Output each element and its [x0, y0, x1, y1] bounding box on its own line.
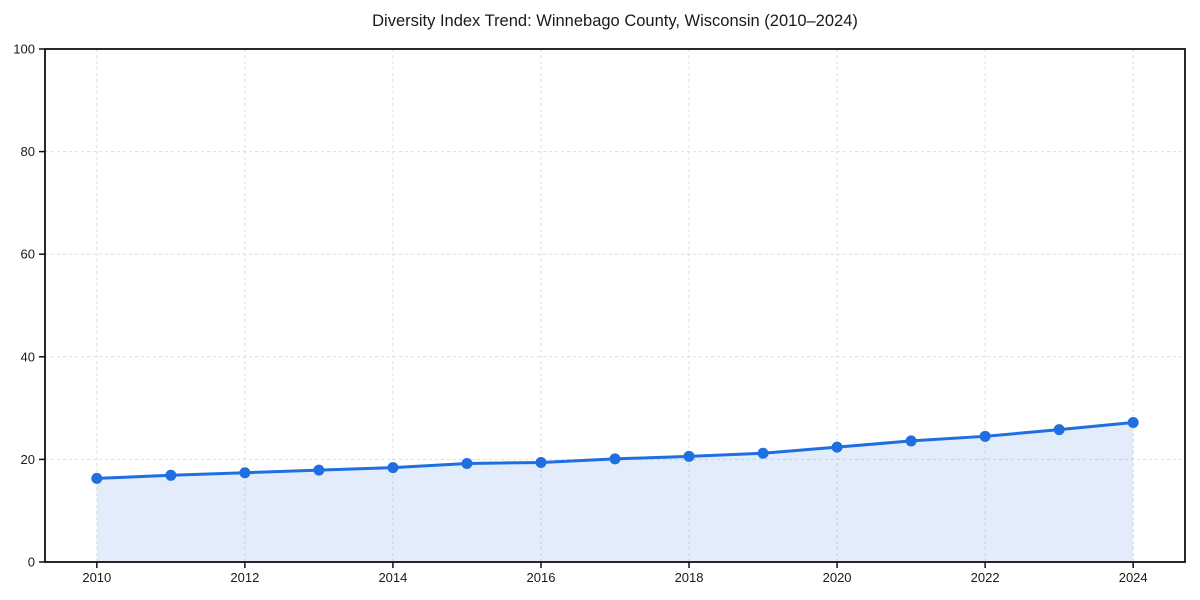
x-tick-label: 2024 — [1119, 570, 1148, 585]
y-tick-label: 40 — [21, 349, 35, 364]
data-point-marker — [313, 464, 325, 476]
plot-frame — [44, 48, 1186, 563]
data-point-marker — [757, 447, 769, 459]
data-point-marker — [609, 453, 621, 465]
data-point-marker — [905, 435, 917, 447]
y-tick-label: 100 — [13, 42, 35, 57]
data-point-marker — [535, 456, 547, 468]
x-tick-label: 2010 — [82, 570, 111, 585]
y-tick-label: 0 — [28, 555, 35, 570]
data-point-marker — [683, 450, 695, 462]
chart-title: Diversity Index Trend: Winnebago County,… — [372, 12, 858, 30]
area-fill — [96, 422, 1134, 562]
y-tick-label: 80 — [21, 144, 35, 159]
x-tick-label: 2020 — [823, 570, 852, 585]
y-tick-label: 60 — [21, 247, 35, 262]
y-tick-label: 20 — [21, 452, 35, 467]
data-point-marker — [461, 458, 473, 470]
x-tick-label: 2012 — [230, 570, 259, 585]
x-tick-label: 2022 — [971, 570, 1000, 585]
data-point-marker — [387, 462, 399, 474]
x-tick-label: 2014 — [378, 570, 407, 585]
data-point-marker — [979, 430, 991, 442]
data-point-marker — [831, 441, 843, 453]
data-point-marker — [239, 467, 251, 479]
data-point-marker — [91, 472, 103, 484]
x-tick-label: 2018 — [675, 570, 704, 585]
data-point-marker — [1053, 424, 1065, 436]
x-tick-label: 2016 — [527, 570, 556, 585]
data-point-marker — [165, 469, 177, 481]
data-point-marker — [1127, 416, 1139, 428]
